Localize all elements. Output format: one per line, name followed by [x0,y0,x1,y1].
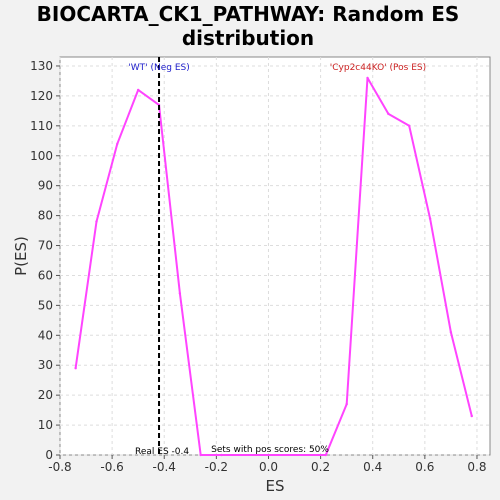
data-point [220,453,223,457]
x-tick-label: -0.8 [48,460,71,474]
chart-title-line-1: BIOCARTA_CK1_PATHWAY: Random ES [37,2,460,26]
x-tick-label: -0.2 [205,460,228,474]
data-point [366,76,369,80]
chart-title-line-2: distribution [182,26,314,50]
y-tick-label: 0 [45,448,53,462]
grid-lines [59,57,490,456]
y-tick-label: 60 [38,268,53,282]
y-tick-label: 90 [38,179,53,193]
data-point [324,453,328,457]
pos-scores-label: Sets with pos scores: 50% [211,445,329,455]
y-tick-label: 100 [30,149,53,163]
data-point [199,453,202,457]
data-point [116,142,119,145]
data-point [345,402,348,406]
y-tick-label: 70 [38,239,53,253]
data-point [136,88,140,92]
x-tick-label: 0.4 [363,460,382,474]
x-tick-label: 0.8 [467,460,486,474]
x-tick-label: 0.6 [415,460,434,474]
annotations: 'WT' (Neg ES) 'Cyp2c44KO' (Pos ES) Real ES… [128,57,426,457]
data-point [449,331,453,334]
y-tick-label: 20 [38,388,53,402]
x-tick-label: -0.6 [100,460,123,474]
y-tick-label: 40 [38,328,53,342]
data-point [387,112,390,116]
x-tick-label: -0.4 [153,460,176,474]
y-tick-label: 110 [30,119,53,133]
data-point [470,414,473,418]
y-tick-label: 50 [38,298,53,312]
series-layer [74,76,473,457]
x-tick-label: 0.0 [259,460,278,474]
data-point [428,217,432,220]
x-tick-label: 0.2 [311,460,330,474]
data-point [74,367,77,370]
y-tick-label: 30 [38,358,53,372]
y-tick-label: 120 [30,89,53,103]
y-tick-label: 130 [30,59,53,73]
pos-es-label: 'Cyp2c44KO' (Pos ES) [330,63,426,73]
y-axis-label: P(ES) [12,236,30,276]
real-es-label: Real ES -0.4 [135,447,189,457]
neg-es-label: 'WT' (Neg ES) [128,63,189,73]
y-tick-label: 10 [38,418,53,432]
series-line [74,76,473,456]
x-axis-label: ES [266,477,285,495]
data-point [408,124,411,128]
data-point [95,220,98,223]
data-point [178,292,182,295]
axes: 0 10 20 30 40 50 60 70 80 90 100 110 120 130 -0.8 -0.6 -… [30,59,486,474]
plot-area [59,56,491,456]
y-tick-label: 80 [38,209,53,223]
